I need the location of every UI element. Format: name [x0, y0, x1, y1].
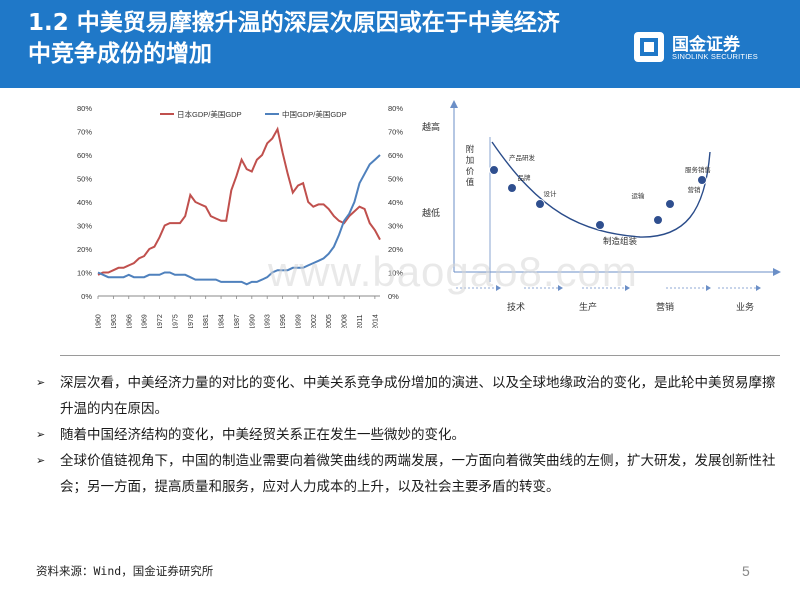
y-tick-label-right: 30% — [388, 222, 403, 231]
value-point — [595, 220, 605, 230]
x-tick-label: 1981 — [203, 314, 210, 328]
x-tick-label: 1966 — [126, 314, 133, 328]
x-tick-label: 1960 — [96, 314, 103, 328]
x-dashed-arrowhead-icon — [558, 285, 563, 291]
header-bar: 1.2 中美贸易摩擦升温的深层次原因或在于中美经济 中竞争成份的增加 国金证券 … — [0, 0, 800, 88]
bullet-text: 随着中国经济结构的变化，中美经贸关系正在发生一些微妙的变化。 — [60, 427, 465, 443]
watermark: www.baogao8.com — [268, 248, 638, 295]
x-segment-label: 业务 — [736, 301, 754, 312]
y-axis-title-char: 加 — [466, 155, 475, 165]
gdp-ratio-chart-svg: 0% 10% 20% 30% 40% 50% 60% 70% 80% 0% 10% 20% 30% 40%… — [77, 104, 403, 330]
company-logo: 国金证券 SINOLINK SECURITIES — [632, 22, 782, 70]
bullet-list: ➢ 深层次看，中美经济力量的对比的变化、中美关系竞争成份增加的演进、以及全球地缘… — [36, 370, 776, 500]
legend-label: 中国GDP/美国GDP — [282, 109, 347, 119]
y-tick-label-right: 60% — [388, 151, 403, 160]
y-tick-label-right: 10% — [388, 269, 403, 278]
value-point — [507, 183, 517, 193]
value-point — [665, 199, 675, 209]
x-tick-label: 1993 — [265, 314, 272, 328]
logo-name: 国金证券 — [672, 35, 740, 55]
y-tick-label-right: 0% — [388, 292, 399, 301]
x-dashed-arrowhead-icon — [706, 285, 711, 291]
x-tick-label: 1999 — [295, 314, 302, 328]
y-tick-label-left: 40% — [77, 198, 92, 207]
value-point — [653, 215, 663, 225]
value-point-label: 产品研发 — [509, 153, 536, 162]
source-note: 资料来源：Wind，国金证券研究所 — [36, 564, 214, 578]
logo-subtitle: SINOLINK SECURITIES — [672, 52, 758, 61]
x-tick-label: 1972 — [157, 314, 164, 328]
y-top-label: 越高 — [422, 121, 440, 132]
bullet-arrow-icon: ➢ — [36, 376, 46, 389]
x-dashed-arrowhead-icon — [756, 285, 761, 291]
page-title: 1.2 中美贸易摩擦升温的深层次原因或在于中美经济 中竞争成份的增加 — [28, 8, 628, 70]
x-tick-label: 2014 — [372, 314, 379, 328]
bullet-item: ➢ 全球价值链视角下，中国的制造业需要向着微笑曲线的两端发展，一方面向着微笑曲线… — [36, 448, 776, 500]
smile-curve-chart: 越高 越低附加价值技术 生产 营销 业务 产品研发 品牌 设计 制造组装 运输 营销 服务销售 — [420, 92, 785, 322]
x-segment-label: 生产 — [579, 301, 597, 312]
logo-icon — [634, 32, 664, 62]
series-line — [97, 154, 381, 286]
value-point-label: 设计 — [544, 189, 558, 198]
page-number: 5 — [742, 563, 750, 579]
x-tick-label: 2011 — [357, 314, 364, 328]
smile-curve — [491, 141, 711, 238]
x-tick-label: 1963 — [111, 314, 118, 328]
y-tick-label-left: 0% — [81, 292, 92, 301]
y-tick-label-left: 80% — [77, 104, 92, 113]
bullet-item: ➢ 随着中国经济结构的变化，中美经贸关系正在发生一些微妙的变化。 — [36, 422, 776, 448]
y-tick-label-right: 40% — [388, 198, 403, 207]
value-point-label: 营销 — [688, 185, 702, 194]
value-point — [535, 199, 545, 209]
y-tick-label-left: 70% — [77, 128, 92, 137]
x-tick-label: 1978 — [188, 314, 195, 328]
y-axis-arrow-icon — [450, 100, 458, 108]
y-tick-label-right: 80% — [388, 104, 403, 113]
x-tick-label: 1969 — [142, 314, 149, 328]
x-tick-label: 1996 — [280, 314, 287, 328]
x-axis-arrow-icon — [773, 268, 781, 276]
x-segment-label: 技术 — [507, 301, 525, 312]
y-tick-label-left: 20% — [77, 245, 92, 254]
bullet-arrow-icon: ➢ — [36, 428, 46, 441]
y-bottom-label: 越低 — [422, 207, 440, 218]
bullet-text: 全球价值链视角下，中国的制造业需要向着微笑曲线的两端发展，一方面向着微笑曲线的左… — [60, 453, 776, 495]
y-tick-label-left: 30% — [77, 222, 92, 231]
value-point-label: 品牌 — [518, 173, 532, 182]
x-tick-label: 1975 — [172, 314, 179, 328]
y-tick-label-left: 10% — [77, 269, 92, 278]
x-tick-label: 2005 — [326, 314, 333, 328]
value-point-label: 制造组装 — [603, 236, 638, 246]
bullet-item: ➢ 深层次看，中美经济力量的对比的变化、中美关系竞争成份增加的演进、以及全球地缘… — [36, 370, 776, 422]
bullet-arrow-icon: ➢ — [36, 454, 46, 467]
y-tick-label-right: 70% — [388, 128, 403, 137]
bullet-text: 深层次看，中美经济力量的对比的变化、中美关系竞争成份增加的演进、以及全球地缘政治… — [60, 375, 776, 417]
y-tick-label-right: 50% — [388, 175, 403, 184]
y-tick-label-right: 20% — [388, 245, 403, 254]
value-point-label: 服务销售 — [685, 165, 711, 174]
gdp-ratio-chart: 0% 10% 20% 30% 40% 50% 60% 70% 80% 0% 10% 20% 30% 40%… — [60, 98, 420, 330]
x-segment-label: 营销 — [656, 301, 674, 312]
y-axis-title-char: 值 — [466, 177, 475, 187]
value-point — [697, 175, 707, 185]
value-point — [489, 165, 499, 175]
y-tick-label-left: 60% — [77, 151, 92, 160]
y-axis-title-char: 附 — [466, 144, 475, 154]
x-tick-label: 2002 — [311, 314, 318, 328]
x-tick-label: 2008 — [342, 314, 349, 328]
x-tick-label: 1987 — [234, 314, 241, 328]
page-title-line1: 1.2 中美贸易摩擦升温的深层次原因或在于中美经济 — [28, 10, 560, 36]
x-tick-label: 1984 — [219, 314, 226, 328]
section-divider — [60, 355, 780, 356]
page-title-line2: 中竞争成份的增加 — [28, 41, 212, 67]
legend-label: 日本GDP/美国GDP — [177, 109, 242, 119]
x-dashed-arrowhead-icon — [496, 285, 501, 291]
y-axis-title-char: 价 — [466, 166, 475, 176]
series-line — [97, 126, 381, 276]
x-dashed-arrowhead-icon — [625, 285, 630, 291]
value-point-label: 运输 — [632, 191, 646, 200]
x-tick-label: 1990 — [249, 314, 256, 328]
y-tick-label-left: 50% — [77, 175, 92, 184]
